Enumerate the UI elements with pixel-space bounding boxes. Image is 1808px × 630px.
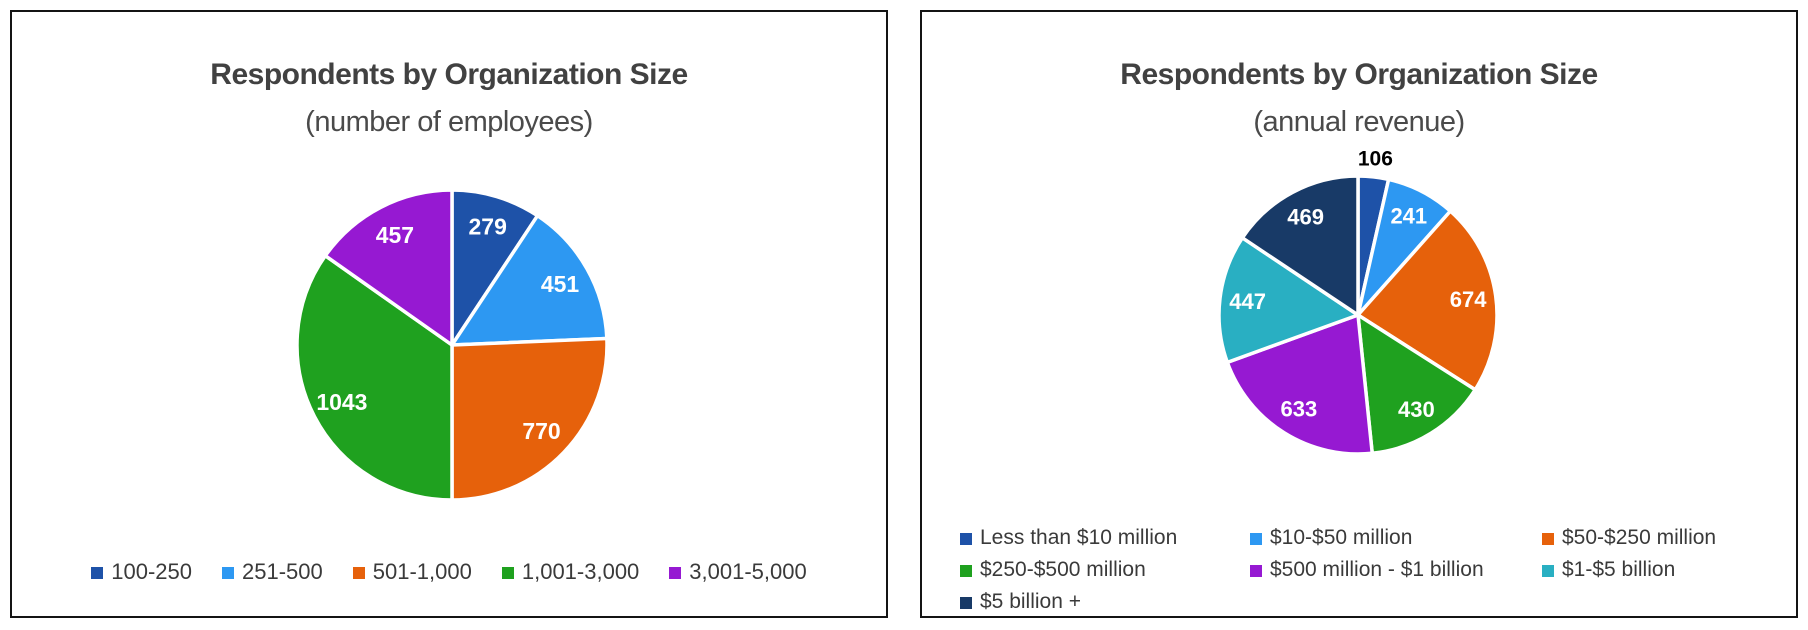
pie-data-label-1: 241 — [1390, 204, 1427, 229]
pie-data-label-2: 770 — [522, 418, 560, 444]
pie-slice-2 — [450, 336, 609, 502]
legend-employees: 100-250 251-500 501-1,000 1,001-3,000 3,001-… — [12, 560, 886, 584]
legend-item-3: $250-$500 million — [960, 558, 1250, 582]
legend-marker-icon — [960, 532, 972, 545]
legend-label: Less than $10 million — [980, 526, 1178, 549]
legend-label: 501-1,000 — [372, 559, 472, 584]
legend-marker-icon — [91, 566, 104, 579]
pie-data-label-4: 633 — [1281, 397, 1318, 422]
legend-item-1: 251-500 — [222, 560, 323, 584]
legend-label: 1,001-3,000 — [521, 559, 640, 584]
legend-label: $500 million - $1 billion — [1270, 558, 1484, 581]
pie-chart-revenue: 106 241 674 430 633 447 469 — [1217, 148, 1499, 456]
legend-item-3: 1,001-3,000 — [501, 559, 640, 584]
legend-label: $50-$250 million — [1562, 526, 1717, 549]
legend-label: $250-$500 million — [980, 558, 1146, 581]
chart-subtitle: (number of employees) — [305, 106, 593, 138]
legend-label: $10-$50 million — [1270, 526, 1413, 549]
pie-slice-0 — [450, 188, 540, 347]
pie-chart-employees: 279 451 770 1043 457 — [295, 188, 609, 502]
legend-item-5: $1-$5 billion — [1542, 558, 1800, 582]
legend-item-2: 501-1,000 — [352, 559, 472, 584]
legend-marker-icon — [1250, 564, 1262, 577]
legend-item-0: Less than $10 million — [960, 526, 1250, 550]
pie-data-label-4: 457 — [376, 222, 414, 248]
chart-subtitle: (annual revenue) — [1253, 106, 1465, 138]
pie-data-label-0: 279 — [469, 213, 507, 239]
legend-item-6: $5 billion + — [960, 590, 1250, 614]
legend-label: $1-$5 billion — [1562, 558, 1676, 581]
pie-data-label-0: 106 — [1358, 148, 1393, 171]
chart-title: Respondents by Organization Size — [1120, 58, 1598, 91]
pie-slice-5 — [1217, 236, 1360, 365]
pie-slice-6 — [1240, 174, 1360, 317]
pie-data-label-3: 1043 — [316, 389, 367, 415]
chart-title: Respondents by Organization Size — [210, 58, 688, 91]
legend-marker-icon — [669, 566, 682, 579]
legend-marker-icon — [501, 566, 514, 579]
legend-marker-icon — [960, 564, 972, 577]
legend-revenue: Less than $10 million $10-$50 million $50-… — [960, 526, 1800, 614]
legend-marker-icon — [1542, 532, 1554, 545]
legend-marker-icon — [960, 596, 972, 609]
legend-marker-icon — [352, 566, 365, 579]
pie-data-label-3: 430 — [1398, 397, 1435, 422]
pie-slice-1 — [450, 213, 609, 347]
legend-item-4: 3,001-5,000 — [669, 559, 807, 584]
legend-label: 3,001-5,000 — [689, 559, 807, 584]
legend-item-4: $500 million - $1 billion — [1250, 558, 1542, 582]
legend-label: 251-500 — [242, 559, 323, 584]
pie-slice-3 — [295, 253, 454, 502]
legend-label: 100-250 — [111, 559, 193, 584]
legend-marker-icon — [1250, 532, 1262, 545]
legend-item-0: 100-250 — [91, 560, 192, 584]
revenue-chart-panel: Respondents by Organization Size (annual… — [920, 10, 1798, 618]
pie-slice-2 — [1356, 209, 1499, 392]
legend-marker-icon — [222, 566, 235, 579]
pie-slice-4 — [323, 188, 454, 347]
legend-item-2: $50-$250 million — [1542, 526, 1800, 550]
pie-data-label-6: 469 — [1287, 204, 1324, 229]
pie-data-label-2: 674 — [1450, 287, 1487, 312]
legend-marker-icon — [1542, 564, 1554, 577]
pie-data-label-1: 451 — [541, 271, 580, 297]
legend-label: $5 billion + — [980, 590, 1081, 613]
pie-slice-3 — [1356, 313, 1477, 456]
legend-item-1: $10-$50 million — [1250, 526, 1542, 550]
pie-data-label-5: 447 — [1229, 289, 1266, 314]
employees-chart-panel: Respondents by Organization Size (number… — [10, 10, 888, 618]
